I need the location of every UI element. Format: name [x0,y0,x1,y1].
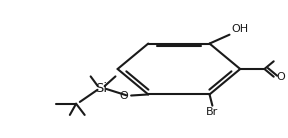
Text: O: O [276,72,285,82]
Text: Br: Br [206,107,219,117]
Text: OH: OH [231,24,248,34]
Text: Si: Si [95,82,107,95]
Text: O: O [120,91,128,100]
